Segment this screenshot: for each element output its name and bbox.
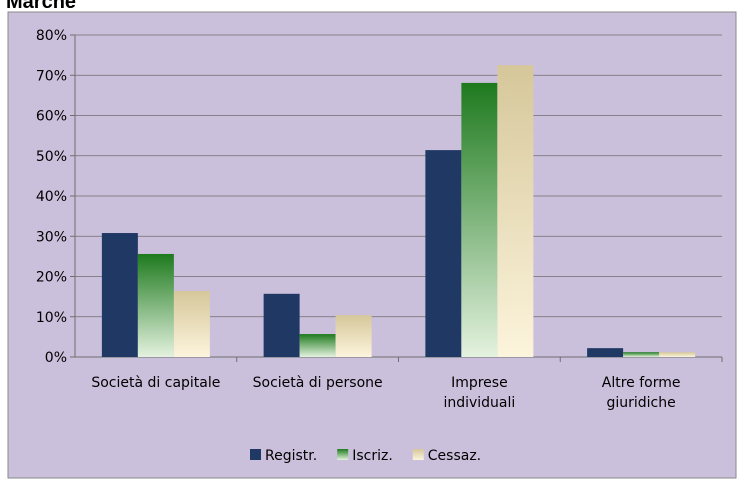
x-tick-label: Imprese individuali — [443, 375, 516, 411]
bar — [623, 352, 660, 357]
y-tick-label: 70% — [36, 68, 67, 84]
legend-label: Iscriz. — [352, 448, 393, 464]
legend-swatch — [250, 449, 261, 460]
bar — [425, 150, 462, 357]
y-tick-label: 60% — [36, 109, 67, 125]
bar — [101, 233, 138, 357]
y-tick-label: 0% — [45, 350, 67, 366]
bar — [335, 315, 372, 357]
bar — [659, 352, 696, 357]
bar — [263, 293, 300, 357]
y-tick-label: 50% — [36, 149, 67, 165]
legend-label: Registr. — [265, 448, 317, 464]
bar — [461, 82, 498, 358]
bar — [587, 348, 624, 357]
y-tick-label: 80% — [36, 28, 67, 44]
bar — [173, 290, 210, 357]
legend-swatch — [412, 449, 424, 460]
y-tick-label: 40% — [36, 189, 67, 205]
x-tick-label: Società di persone — [252, 375, 383, 391]
bar — [137, 253, 174, 357]
y-tick-label: 30% — [36, 229, 67, 245]
bar — [497, 65, 534, 357]
y-tick-label: 20% — [36, 270, 67, 286]
x-tick-label: Società di capitale — [91, 375, 221, 391]
bar — [299, 334, 336, 357]
chart-title: Marche — [6, 0, 76, 13]
legend-label: Cessaz. — [428, 448, 481, 464]
x-tick-label: Altre forme giuridiche — [601, 375, 681, 411]
y-tick-label: 10% — [36, 310, 67, 326]
legend-swatch — [337, 449, 349, 460]
